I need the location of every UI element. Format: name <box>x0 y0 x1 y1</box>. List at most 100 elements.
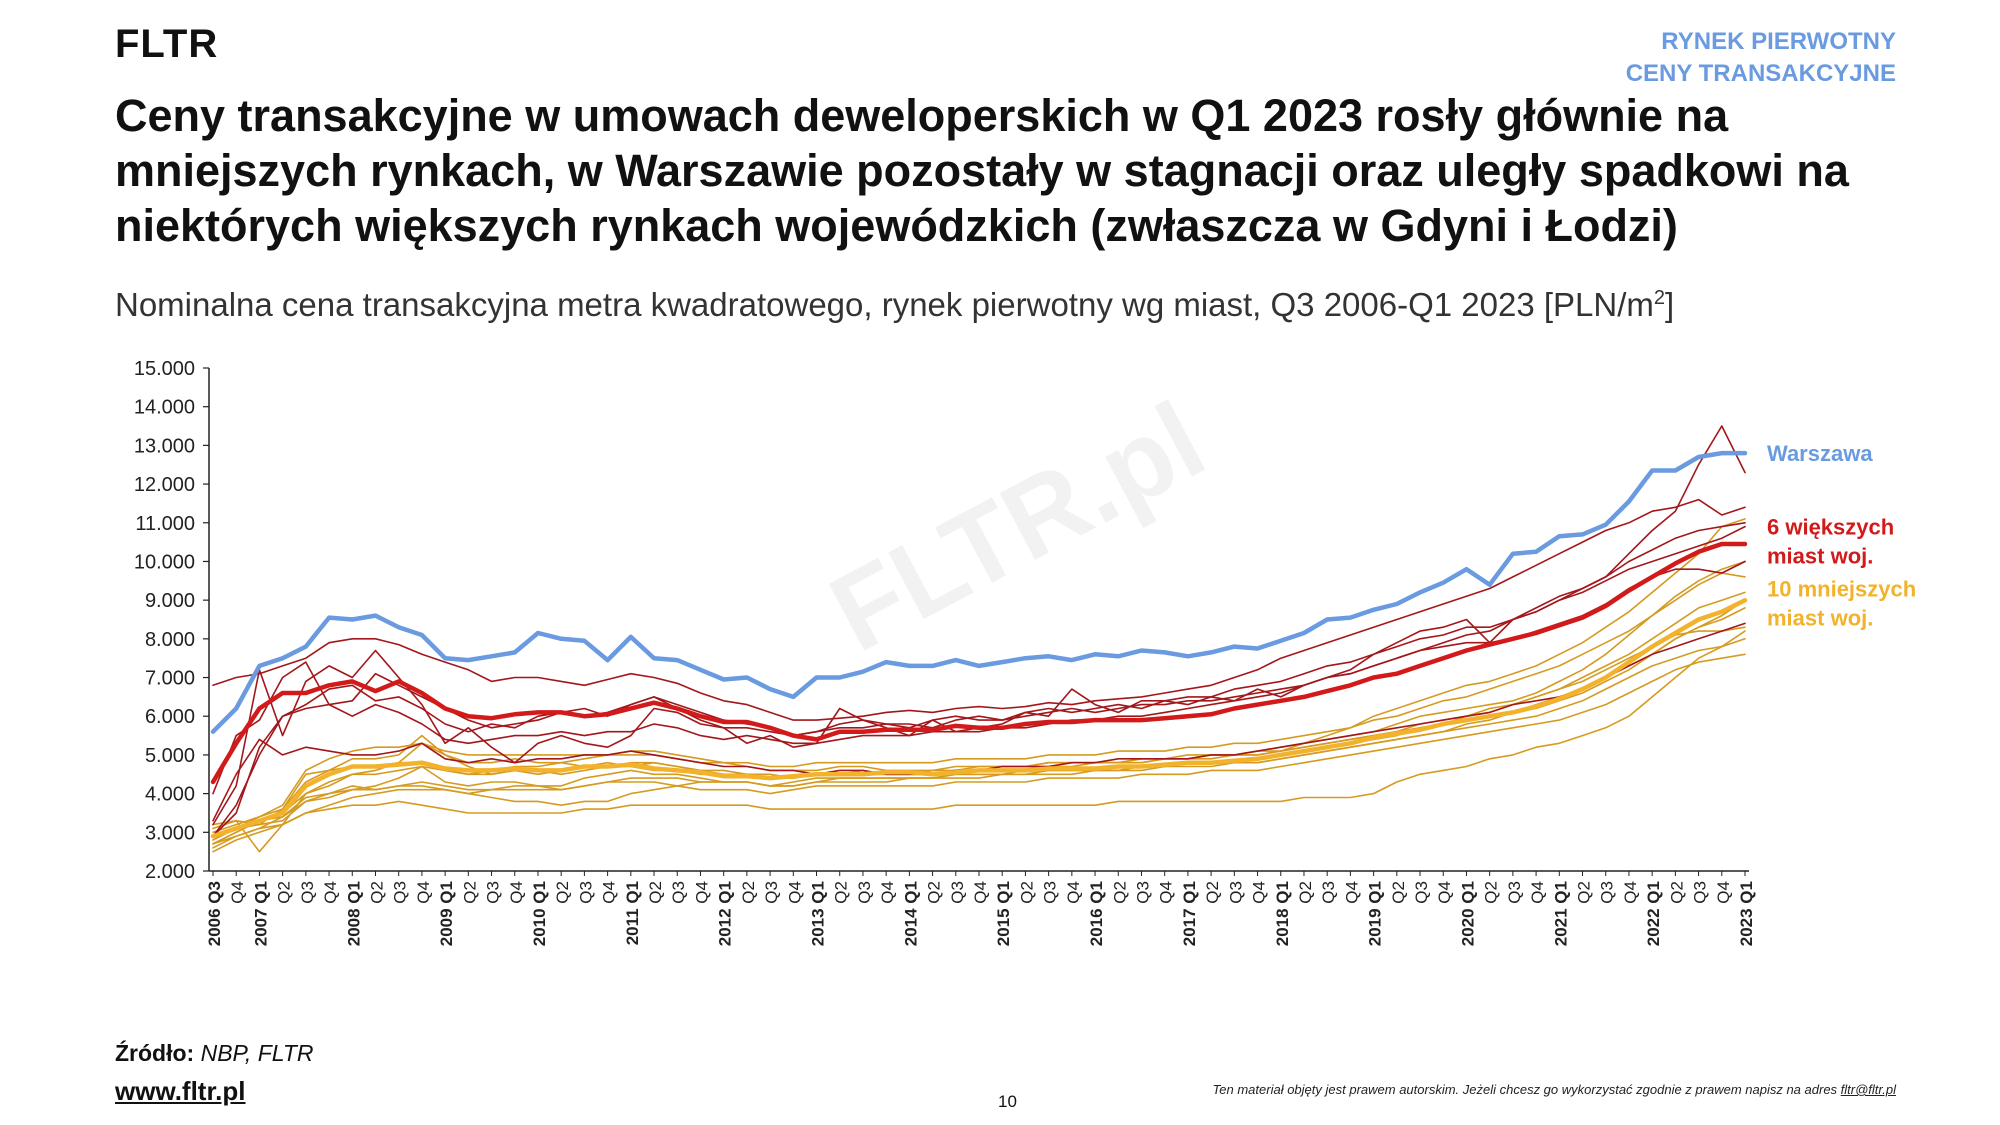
copyright-note: Ten materiał objęty jest prawem autorski… <box>1213 1082 1896 1097</box>
x-tick-label: 2008 Q1 <box>344 881 363 946</box>
section-label-line1: RYNEK PIERWOTNY <box>1661 28 1896 55</box>
series-line-6-większych-miast-woj- <box>210 541 1748 785</box>
x-tick-label: Q2 <box>1110 881 1129 904</box>
series-line-mniejsze-miasto-5 <box>212 607 1746 849</box>
x-tick-label: 2015 Q1 <box>994 881 1013 946</box>
x-tick-label: Q3 <box>1319 881 1338 904</box>
x-tick-label: Q4 <box>785 881 804 904</box>
x-tick-label: Q3 <box>1041 881 1060 904</box>
chart-subtitle: Nominalna cena transakcyjna metra kwadra… <box>115 286 1674 324</box>
series-line-duże-miasto-c <box>212 525 1746 795</box>
y-tick-label: 10.000 <box>134 551 195 573</box>
x-tick-label: Q4 <box>228 881 247 904</box>
x-tick-label: Q4 <box>1435 881 1454 904</box>
series-line-mniejsze-miasto-10 <box>212 637 1746 845</box>
watermark: FLTR.pl <box>811 378 1223 675</box>
y-tick-label: 11.000 <box>135 513 195 535</box>
x-tick-label: 2007 Q1 <box>251 881 270 946</box>
x-tick-label: Q2 <box>275 881 294 904</box>
x-tick-label: Q4 <box>1064 881 1083 904</box>
label-small10-line2: miast woj. <box>1767 606 1873 631</box>
page-number: 10 <box>998 1092 1017 1111</box>
x-tick-label: Q2 <box>646 881 665 904</box>
x-tick-label: Q3 <box>1505 881 1524 904</box>
x-tick-label: 2022 Q1 <box>1644 881 1663 946</box>
x-tick-label: Q2 <box>1667 881 1686 904</box>
x-tick-label: Q3 <box>1691 881 1710 904</box>
y-tick-label: 5.000 <box>145 745 195 767</box>
x-tick-label: 2020 Q1 <box>1458 881 1477 946</box>
section-label-line2: CENY TRANSAKCYJNE <box>1625 60 1896 87</box>
x-tick-label: 2009 Q1 <box>437 881 456 946</box>
x-tick-label: Q4 <box>971 881 990 904</box>
series-line-duże-miasto-f <box>212 521 1746 838</box>
x-tick-label: Q3 <box>1226 881 1245 904</box>
x-tick-label: Q3 <box>669 881 688 904</box>
chart-subtitle-text: Nominalna cena transakcyjna metra kwadra… <box>115 286 1654 323</box>
x-tick-label: Q4 <box>1157 881 1176 904</box>
x-tick-label: 2013 Q1 <box>809 881 828 946</box>
source-text: NBP, FLTR <box>200 1040 314 1066</box>
y-tick-label: 2.000 <box>145 861 195 883</box>
price-line-chart: FLTR.pl 2.000 3.000 4.000 5.000 6.000 7.000 8.… <box>134 358 1916 946</box>
headline-line3: niektórych większych rynkach wojewódzkic… <box>115 200 1678 251</box>
y-tick-label: 15.000 <box>134 358 195 380</box>
x-tick-label: Q2 <box>1482 881 1501 904</box>
copyright-email[interactable]: fltr@fltr.pl <box>1840 1082 1896 1097</box>
x-tick-label: Q4 <box>1621 881 1640 904</box>
series-line-mniejsze-miasto-6 <box>212 572 1746 834</box>
x-tick-label: Q2 <box>739 881 758 904</box>
x-tick-label: 2016 Q1 <box>1087 881 1106 946</box>
x-tick-label: Q4 <box>507 881 526 904</box>
x-tick-label: Q2 <box>367 881 386 904</box>
y-tick-label: 3.000 <box>145 822 195 844</box>
series-line-duże-miasto-a <box>212 498 1746 721</box>
series-line-warszawa <box>210 450 1748 734</box>
y-tick-label: 13.000 <box>134 435 195 457</box>
x-tick-label: Q4 <box>692 881 711 904</box>
x-tick-label: 2006 Q3 <box>205 881 224 946</box>
x-tick-label: Q2 <box>832 881 851 904</box>
source-note: Źródło: NBP, FLTR <box>115 1040 314 1067</box>
x-tick-label: Q2 <box>553 881 572 904</box>
copyright-text: Ten materiał objęty jest prawem autorski… <box>1212 1082 1841 1097</box>
y-tick-label: 7.000 <box>145 668 195 690</box>
x-tick-label: Q2 <box>1203 881 1222 904</box>
y-tick-label: 8.000 <box>145 629 195 651</box>
x-tick-label: Q3 <box>948 881 967 904</box>
x-tick-label: 2018 Q1 <box>1273 881 1292 946</box>
label-big6-line2: miast woj. <box>1767 544 1873 569</box>
series-line-mniejsze-miasto-7 <box>212 591 1746 845</box>
section-label: RYNEK PIERWOTNY CENY TRANSAKCYJNE <box>1626 26 1896 90</box>
website-link[interactable]: www.fltr.pl <box>115 1076 246 1106</box>
headline: Ceny transakcyjne w umowach deweloperski… <box>115 88 1915 253</box>
x-tick-label: Q4 <box>1250 881 1269 904</box>
y-tick-label: 9.000 <box>145 590 195 612</box>
chart-subtitle-sup: 2 <box>1653 287 1666 309</box>
x-tick-label: Q3 <box>1412 881 1431 904</box>
x-tick-label: 2010 Q1 <box>530 881 549 946</box>
headline-line1: Ceny transakcyjne w umowach deweloperski… <box>115 90 1729 141</box>
x-tick-label: 2023 Q1 <box>1737 881 1756 946</box>
label-small10-line1: 10 mniejszych <box>1767 577 1916 602</box>
x-tick-label: Q3 <box>762 881 781 904</box>
y-tick-label: 4.000 <box>145 784 195 806</box>
x-tick-label: Q2 <box>925 881 944 904</box>
y-tick-label: 12.000 <box>134 474 195 496</box>
label-warszawa: Warszawa <box>1767 441 1873 466</box>
x-tick-label: Q3 <box>391 881 410 904</box>
x-tick-label: Q3 <box>855 881 874 904</box>
fltr-logo: FLTR <box>115 22 219 66</box>
x-tick-label: Q2 <box>1296 881 1315 904</box>
x-tick-label: Q3 <box>1598 881 1617 904</box>
x-tick-label: Q4 <box>414 881 433 904</box>
y-tick-label: 6.000 <box>145 706 195 728</box>
x-tick-label: Q4 <box>1342 881 1361 904</box>
chart-subtitle-close: ] <box>1665 286 1675 323</box>
x-tick-label: 2021 Q1 <box>1551 881 1570 946</box>
x-tick-label: Q2 <box>1017 881 1036 904</box>
y-tick-label: 14.000 <box>134 397 195 419</box>
x-tick-label: Q4 <box>600 881 619 904</box>
x-tick-label: Q3 <box>484 881 503 904</box>
x-tick-label: 2019 Q1 <box>1366 881 1385 946</box>
